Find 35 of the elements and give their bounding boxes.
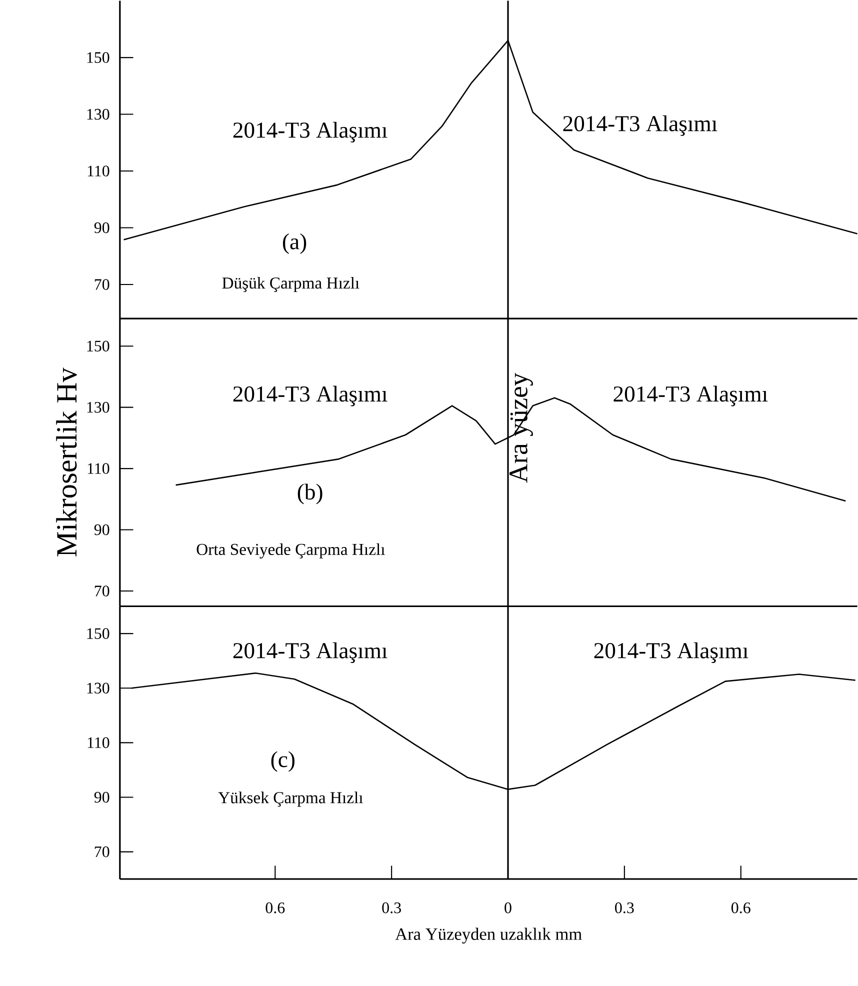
ref-line-label: Ara yüzey (510, 372, 533, 483)
y-tick-label: 130 (87, 402, 110, 413)
x-tick-label: 0.6 (731, 902, 750, 914)
annotation: (b) (298, 484, 322, 504)
x-tick-label: 0.6 (266, 902, 285, 914)
y-tick-label: 150 (87, 628, 110, 639)
annotation: 2014-T3 Alaşımı (563, 115, 718, 136)
x-axis-title: Ara Yüzeyden uzaklık mm (395, 928, 582, 944)
x-tick-label: 0 (504, 902, 512, 914)
y-tick-label: 70 (94, 846, 110, 858)
y-tick-label: 110 (88, 463, 110, 474)
x-tick-label: 0.3 (382, 902, 401, 914)
annotation: Düşük Çarpma Hızlı (222, 276, 360, 292)
y-tick-label: 90 (94, 222, 110, 234)
annotation: 2014-T3 Alaşımı (233, 122, 388, 142)
annotation: (c) (271, 751, 294, 772)
y-tick-label: 90 (94, 524, 110, 536)
annotation: 2014-T3 Alaşımı (233, 642, 388, 663)
y-tick-label: 150 (87, 340, 110, 352)
y-tick-label: 110 (88, 166, 110, 176)
annotation: 2014-T3 Alaşımı (233, 386, 388, 406)
annotation: 2014-T3 Alaşımı (614, 386, 768, 406)
y-tick-label: 110 (88, 737, 110, 748)
annotation: (a) (282, 233, 306, 254)
annotation: Yüksek Çarpma Hızlı (218, 792, 363, 807)
y-tick-label: 70 (94, 279, 110, 290)
x-tick-label: 0.3 (615, 902, 634, 914)
y-tick-label: 130 (87, 108, 110, 120)
annotation: Orta Seviyede Çarpma Hızlı (196, 543, 385, 558)
y-tick-label: 130 (87, 682, 110, 694)
y-tick-label: 150 (87, 52, 110, 63)
y-tick-label: 70 (94, 586, 110, 596)
y-axis-title: Mikrosertlik Hv (56, 368, 77, 556)
y-tick-label: 90 (94, 792, 110, 803)
annotation: 2014-T3 Alaşımı (594, 642, 748, 663)
